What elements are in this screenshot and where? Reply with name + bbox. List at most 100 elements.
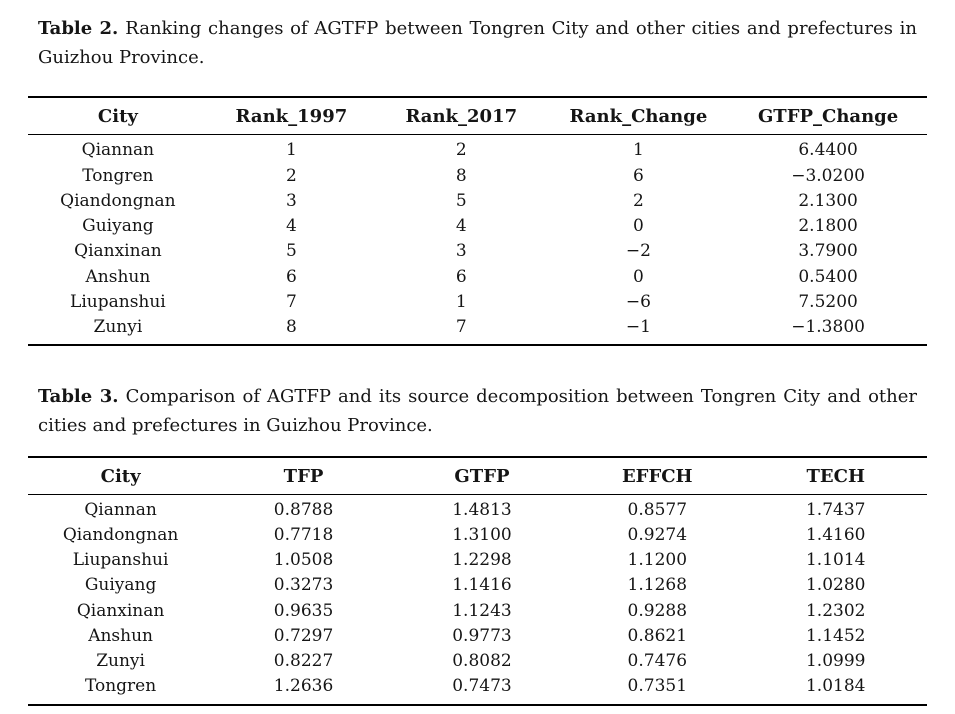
city-cell: Qiandongnan (62, 524, 179, 545)
value-cell: 0.7351 (627, 676, 688, 697)
value-cell: 7.5200 (798, 291, 858, 312)
value-cell: 1.2298 (452, 550, 512, 571)
table-row: Tongren 2 8 6 −3.0200 (28, 164, 927, 189)
value-cell: 1.1268 (627, 575, 688, 596)
value-cell: 1.1200 (627, 550, 688, 571)
value-cell: 7 (285, 291, 297, 312)
column-header: GTFP (393, 456, 571, 495)
value-cell: 1 (285, 140, 297, 161)
value-cell: 0.9773 (452, 625, 512, 646)
table-row: Liupanshui 1.0508 1.2298 1.1200 1.1014 (28, 548, 927, 573)
value-cell: 1.4160 (805, 524, 866, 545)
value-cell: −2 (625, 241, 651, 262)
column-header: Rank_2017 (375, 97, 548, 136)
value-cell: 1.1014 (805, 550, 866, 571)
column-header: City (28, 456, 214, 495)
table-row: Anshun 6 6 0 0.5400 (28, 265, 927, 290)
table2-caption: Table 2. Ranking changes of AGTFP between… (38, 14, 917, 72)
value-cell: 0.7473 (452, 676, 512, 697)
value-cell: 0.7297 (273, 625, 334, 646)
table-row: Tongren 1.2636 0.7473 0.7351 1.0184 (28, 674, 927, 704)
table-row: Anshun 0.7297 0.9773 0.8621 1.1452 (28, 624, 927, 649)
city-cell: Tongren (84, 676, 157, 697)
value-cell: 1.0184 (805, 676, 866, 697)
value-cell: 6 (285, 266, 297, 287)
table-row: Qiandongnan 0.7718 1.3100 0.9274 1.4160 (28, 523, 927, 548)
value-cell: 0.8788 (273, 499, 334, 520)
value-cell: 0.7718 (273, 524, 334, 545)
column-header: City (28, 97, 208, 136)
value-cell: 1 (632, 140, 644, 161)
value-cell: 0.8227 (273, 651, 334, 672)
city-cell: Tongren (82, 165, 154, 186)
value-cell: 2 (285, 165, 297, 186)
table3-caption-text: Comparison of AGTFP and its source decom… (38, 386, 917, 437)
city-cell: Liupanshui (72, 550, 169, 571)
table3-caption: Table 3. Comparison of AGTFP and its sour… (38, 382, 917, 440)
value-cell: 1.2302 (805, 600, 866, 621)
value-cell: −1.3800 (791, 317, 865, 338)
value-cell: 5 (285, 241, 297, 262)
value-cell: 2.1300 (798, 190, 858, 211)
header-row: City TFP GTFP EFFCH TECH (28, 456, 927, 495)
value-cell: 1.2636 (273, 676, 334, 697)
value-cell: 0.8082 (452, 651, 512, 672)
value-cell: 0.5400 (798, 266, 858, 287)
value-cell: 1.7437 (805, 499, 866, 520)
value-cell: −3.0200 (791, 165, 865, 186)
value-cell: 0.8577 (627, 499, 688, 520)
value-cell: 2 (455, 140, 467, 161)
table-row: Qiannan 0.8788 1.4813 0.8577 1.7437 (28, 494, 927, 523)
value-cell: 4 (285, 216, 297, 237)
column-header: Rank_Change (547, 97, 730, 136)
value-cell: 0 (632, 216, 644, 237)
header-row: City Rank_1997 Rank_2017 Rank_Change GTFP_Ch… (28, 97, 927, 136)
value-cell: 0.9288 (627, 600, 688, 621)
value-cell: 0.3273 (273, 575, 334, 596)
value-cell: 8 (285, 317, 297, 338)
table-row: Liupanshui 7 1 −6 7.5200 (28, 290, 927, 315)
city-cell: Zunyi (93, 317, 143, 338)
value-cell: 1.4813 (452, 499, 512, 520)
city-cell: Qianxinan (74, 241, 162, 262)
table-row: Qianxinan 0.9635 1.1243 0.9288 1.2302 (28, 599, 927, 624)
column-header: TECH (744, 456, 927, 495)
value-cell: 8 (455, 165, 467, 186)
table2-caption-label: Table 2. (38, 18, 119, 39)
value-cell: −1 (625, 317, 651, 338)
table2-ranking-changes: City Rank_1997 Rank_2017 Rank_Change GTFP_Ch… (28, 96, 927, 347)
table3-agtfp-decomposition: City TFP GTFP EFFCH TECH Qiannan 0.8788 1.4813 0… (28, 455, 927, 706)
value-cell: 0.9274 (627, 524, 688, 545)
table-row: Guiyang 4 4 0 2.1800 (28, 214, 927, 239)
city-cell: Qianxinan (76, 600, 165, 621)
value-cell: 1.0280 (805, 575, 866, 596)
city-cell: Liupanshui (70, 291, 166, 312)
value-cell: 1.3100 (452, 524, 512, 545)
value-cell: 5 (455, 190, 467, 211)
table-row: Zunyi 8 7 −1 −1.3800 (28, 315, 927, 345)
table-row: Qiannan 1 2 1 6.4400 (28, 135, 927, 164)
value-cell: 2.1800 (798, 216, 858, 237)
table3-caption-label: Table 3. (38, 386, 119, 408)
value-cell: 0.7476 (627, 651, 688, 672)
city-cell: Anshun (85, 266, 151, 287)
table2-caption-text: Ranking changes of AGTFP between Tongren… (38, 18, 917, 69)
value-cell: 0.9635 (273, 600, 334, 621)
city-cell: Guiyang (82, 216, 154, 237)
value-cell: 4 (455, 216, 467, 237)
value-cell: 0.8621 (627, 625, 688, 646)
value-cell: 1.1416 (452, 575, 512, 596)
value-cell: 6 (455, 266, 467, 287)
value-cell: 0 (632, 266, 644, 287)
city-cell: Anshun (88, 625, 153, 646)
city-cell: Qiannan (81, 140, 155, 161)
value-cell: 1.1452 (805, 625, 866, 646)
city-cell: Guiyang (84, 575, 157, 596)
value-cell: 3 (455, 241, 467, 262)
table-row: Qianxinan 5 3 −2 3.7900 (28, 239, 927, 264)
city-cell: Zunyi (96, 651, 145, 672)
table-row: Qiandongnan 3 5 2 2.1300 (28, 189, 927, 214)
value-cell: 3.7900 (798, 241, 858, 262)
